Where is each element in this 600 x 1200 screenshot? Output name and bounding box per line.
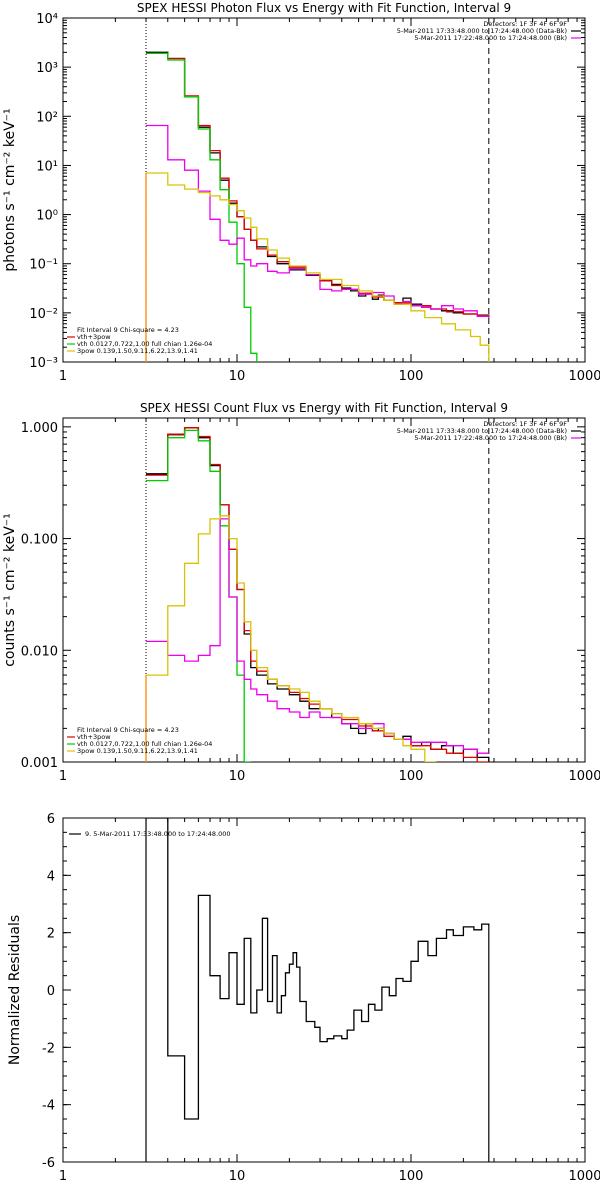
legend-entry: vth+3pow xyxy=(77,333,111,341)
x-tick-label: 100 xyxy=(399,1169,424,1184)
residuals-panel: Normalized Residuals 1 10 100 1000 -6 -4 -2 0 2 4 6… xyxy=(7,812,600,1184)
x-tick-label: 10 xyxy=(229,769,246,784)
x-tick-label: 1 xyxy=(59,769,67,784)
legend-entry: 9. 5-Mar-2011 17:33:48.000 to 17:24:48.0… xyxy=(85,830,231,838)
legend-entry: Fit Interval 9 Chi-square = 4.23 xyxy=(77,726,179,734)
legend-entry: 5-Mar-2011 17:33:48.000 to 17:24:48.000 … xyxy=(397,27,567,35)
y-tick-label: 0.010 xyxy=(21,644,58,659)
y-tick-label: 10¹ xyxy=(36,159,58,174)
y-tick-label: 10⁰ xyxy=(36,209,58,224)
series-green-line xyxy=(146,52,258,362)
legend-entry: vth+3pow xyxy=(77,733,111,741)
y-tick-label: -6 xyxy=(42,1156,55,1171)
series-yellow-line xyxy=(146,515,437,762)
x-tick-label: 1000 xyxy=(568,769,600,784)
y-axis-label: photons s⁻¹ cm⁻² keV⁻¹ xyxy=(2,108,18,271)
legend-entry: 3pow 0.139,1.50,9.11,6.22,13.9,1.41 xyxy=(77,347,198,355)
y-tick-label: 0.100 xyxy=(21,533,58,548)
legend-entry: vth 0.0127,0.722,1.00 full chian 1.26e-0… xyxy=(77,340,212,348)
chart-title: SPEX HESSI Count Flux vs Energy with Fit… xyxy=(140,401,508,415)
y-tick-label: 10⁴ xyxy=(36,12,58,27)
y-tick-label: 2 xyxy=(47,927,55,942)
y-tick-label: 10⁻³ xyxy=(29,356,58,371)
y-axis-label: Normalized Residuals xyxy=(7,915,23,1065)
series-magenta-line xyxy=(146,124,489,317)
legend-entry: 5-Mar-2011 17:22:48.000 to 17:24:48.000 … xyxy=(414,34,567,42)
series-red-line xyxy=(146,52,490,318)
x-tick-label: 1000 xyxy=(568,369,600,384)
y-tick-label: -2 xyxy=(42,1041,55,1056)
y-axis-label: counts s⁻¹ cm⁻² keV⁻¹ xyxy=(2,513,18,667)
x-tick-label: 100 xyxy=(399,769,424,784)
y-tick-label: 10⁻² xyxy=(29,307,58,322)
series-black-line xyxy=(146,818,490,1120)
y-tick-label: 10⁻¹ xyxy=(29,258,58,273)
plot-frame xyxy=(62,817,586,1163)
y-tick-label: 10² xyxy=(36,110,58,125)
x-tick-label: 1 xyxy=(59,1169,67,1184)
y-tick-label: 1.000 xyxy=(21,421,58,436)
chart-title: SPEX HESSI Photon Flux vs Energy with Fi… xyxy=(137,1,511,15)
x-tick-label: 10 xyxy=(229,1169,246,1184)
series-magenta-line xyxy=(146,518,489,754)
legend-entry: 3pow 0.139,1.50,9.11,6.22,13.9,1.41 xyxy=(77,747,198,755)
y-tick-label: 10³ xyxy=(36,61,58,76)
plot-frame xyxy=(62,17,586,363)
legend-entry: 5-Mar-2011 17:33:48.000 to 17:24:48.000 … xyxy=(397,427,567,435)
x-tick-label: 1 xyxy=(59,369,67,384)
y-tick-label: 4 xyxy=(47,869,55,884)
legend-entry: Detectors: 1F 3F 4F 6F 9F xyxy=(483,420,567,428)
series-black-line xyxy=(146,51,490,318)
series-green-line xyxy=(146,429,251,762)
x-tick-label: 1000 xyxy=(568,1169,600,1184)
legend-entry: 5-Mar-2011 17:22:48.000 to 17:24:48.000 … xyxy=(414,434,567,442)
y-tick-label: 0.001 xyxy=(21,756,58,771)
y-tick-label: -4 xyxy=(42,1099,55,1114)
count-flux-panel: SPEX HESSI Count Flux vs Energy with Fit… xyxy=(2,401,600,784)
legend-entry: Detectors: 1F 3F 4F 6F 9F xyxy=(483,20,567,28)
photon-flux-panel: SPEX HESSI Photon Flux vs Energy with Fi… xyxy=(2,1,600,384)
plot-frame xyxy=(62,417,586,763)
series-yellow-line xyxy=(146,172,490,362)
legend-entry: vth 0.0127,0.722,1.00 full chian 1.26e-0… xyxy=(77,740,212,748)
x-tick-label: 10 xyxy=(229,369,246,384)
x-tick-label: 100 xyxy=(399,369,424,384)
y-tick-label: 0 xyxy=(47,984,55,999)
legend-entry: Fit Interval 9 Chi-square = 4.23 xyxy=(77,326,179,334)
y-tick-label: 6 xyxy=(47,812,55,827)
